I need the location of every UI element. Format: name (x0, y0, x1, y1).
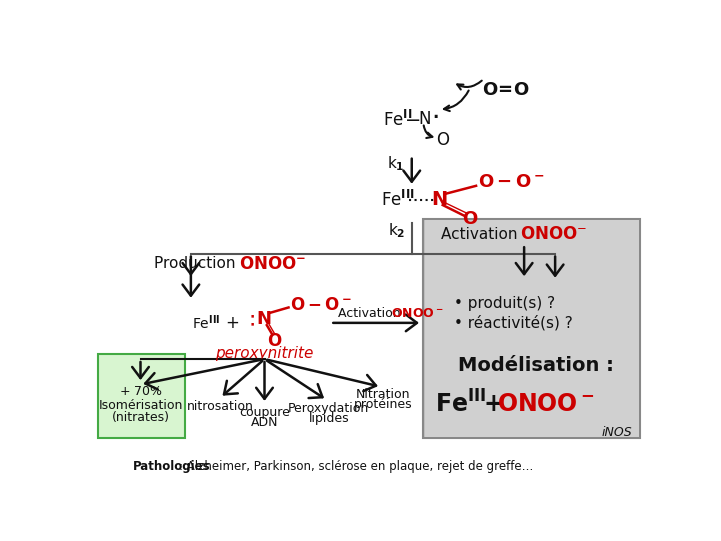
Text: Activation: Activation (441, 227, 523, 242)
Text: Fe$^{\mathbf{III}}$: Fe$^{\mathbf{III}}$ (381, 189, 415, 210)
Text: Isomérisation: Isomérisation (98, 399, 182, 412)
Text: $\mathbf{\cdot}$: $\mathbf{\cdot}$ (432, 106, 438, 124)
Text: • produit(s) ?: • produit(s) ? (454, 296, 555, 311)
Text: k$_{\mathbf{2}}$: k$_{\mathbf{2}}$ (387, 221, 405, 240)
Text: Nitration: Nitration (356, 388, 410, 401)
Text: $\mathbf{\cdot}$: $\mathbf{\cdot}$ (249, 308, 255, 322)
Text: • réactivité(s) ?: • réactivité(s) ? (454, 315, 573, 331)
Text: Activation: Activation (338, 307, 404, 320)
Text: Modélisation :: Modélisation : (459, 356, 614, 375)
Text: N: N (419, 110, 431, 128)
Text: O: O (436, 131, 449, 149)
FancyBboxPatch shape (98, 354, 185, 438)
Text: $-$: $-$ (404, 109, 420, 128)
Text: $\mathbf{ONOO^-}$: $\mathbf{ONOO^-}$ (391, 307, 443, 320)
Text: $\mathbf{O-O^-}$: $\mathbf{O-O^-}$ (477, 173, 544, 191)
Text: $\mathbf{O-O^-}$: $\mathbf{O-O^-}$ (290, 296, 352, 314)
Text: protéines: protéines (354, 398, 412, 411)
FancyBboxPatch shape (423, 219, 640, 438)
Text: Fe$^{\mathbf{III}}$: Fe$^{\mathbf{III}}$ (192, 314, 221, 332)
Text: $+$: $+$ (225, 314, 239, 332)
Text: nitrosation: nitrosation (187, 400, 254, 413)
FancyBboxPatch shape (425, 221, 639, 437)
Text: (nitrates): (nitrates) (112, 411, 169, 424)
Text: lipides: lipides (309, 412, 349, 425)
Text: Fe$^{\mathbf{II}}$: Fe$^{\mathbf{II}}$ (383, 110, 412, 130)
Text: $+$ 70%: $+$ 70% (119, 385, 162, 398)
Text: $\mathbf{N}$: $\mathbf{N}$ (256, 310, 271, 328)
Text: Peroxydation: Peroxydation (288, 402, 369, 415)
Text: peroxynitrite: peroxynitrite (216, 346, 314, 361)
Text: coupure: coupure (239, 406, 290, 419)
Text: ONOO$^{\mathbf{-}}$: ONOO$^{\mathbf{-}}$ (239, 255, 306, 273)
Text: $\mathbf{O}$: $\mathbf{O}$ (461, 210, 478, 228)
Text: ADN: ADN (251, 417, 278, 430)
Text: Fe$^{\mathbf{III}}$: Fe$^{\mathbf{III}}$ (435, 390, 487, 417)
Text: $\mathbf{O\!=\!O}$: $\mathbf{O\!=\!O}$ (482, 81, 529, 98)
Text: $\mathbf{ONOO^-}$: $\mathbf{ONOO^-}$ (497, 392, 595, 415)
Text: k$_{\mathbf{1}}$: k$_{\mathbf{1}}$ (387, 154, 405, 173)
Text: $\mathbf{N}$: $\mathbf{N}$ (430, 190, 447, 209)
Text: Production: Production (154, 256, 240, 271)
Text: iNOS: iNOS (602, 426, 632, 439)
Text: $\mathbf{O}$: $\mathbf{O}$ (267, 332, 282, 349)
Text: $\mathbf{\cdot}$: $\mathbf{\cdot}$ (249, 316, 255, 330)
Text: $\mathbf{+}$: $\mathbf{+}$ (483, 392, 503, 415)
Text: : Alzheimer, Parkinson, sclérose en plaque, rejet de greffe…: : Alzheimer, Parkinson, sclérose en plaq… (180, 460, 534, 473)
Text: ONOO$^{-}$: ONOO$^{-}$ (521, 225, 587, 243)
Text: Pathologies: Pathologies (133, 460, 211, 473)
